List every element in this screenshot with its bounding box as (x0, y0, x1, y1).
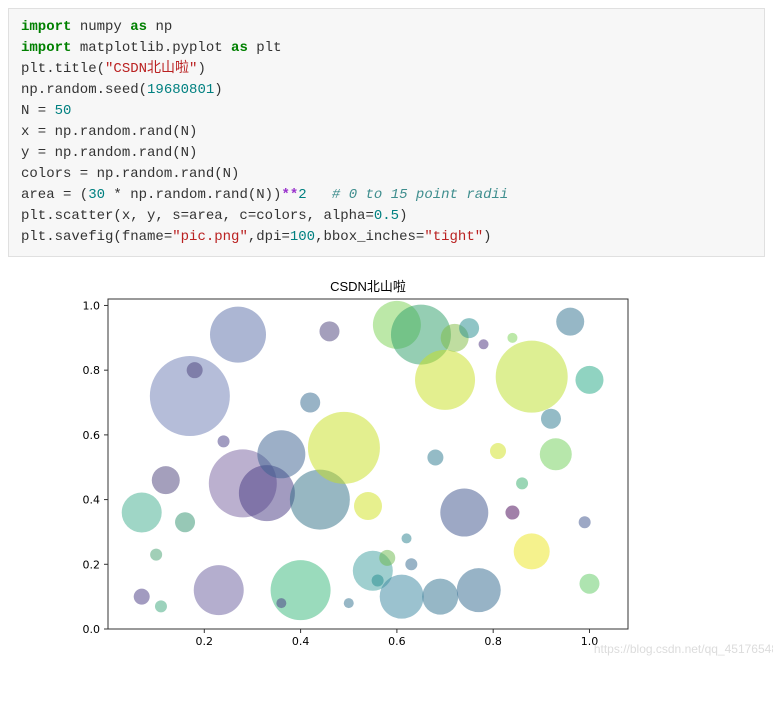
svg-text:0.2: 0.2 (196, 635, 214, 648)
scatter-chart: CSDN北山啦0.20.40.60.81.00.00.20.40.60.81.0… (68, 275, 628, 662)
chart-svg: CSDN北山啦0.20.40.60.81.00.00.20.40.60.81.0 (68, 275, 636, 657)
svg-text:0.4: 0.4 (83, 494, 101, 507)
svg-text:0.8: 0.8 (484, 635, 502, 648)
watermark-text: https://blog.csdn.net/qq_45176548 (594, 642, 773, 656)
svg-text:0.8: 0.8 (83, 364, 101, 377)
svg-text:0.6: 0.6 (83, 429, 101, 442)
svg-text:0.4: 0.4 (292, 635, 310, 648)
svg-text:0.2: 0.2 (83, 558, 101, 571)
svg-text:0.0: 0.0 (83, 623, 101, 636)
svg-text:CSDN北山啦: CSDN北山啦 (330, 279, 406, 294)
svg-text:1.0: 1.0 (83, 299, 101, 312)
svg-text:0.6: 0.6 (388, 635, 406, 648)
code-block: import numpy as np import matplotlib.pyp… (8, 8, 765, 257)
